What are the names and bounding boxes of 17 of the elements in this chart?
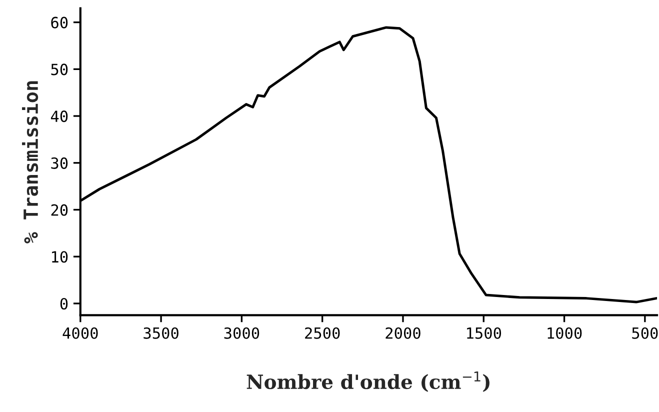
x-tick-label: 2000 [386,327,420,339]
y-axis-title: % Transmission [22,81,38,244]
x-tick-label: 1000 [548,327,582,339]
x-tick-label: 2500 [305,327,340,339]
x-tick-label: 4000 [62,327,98,339]
y-tick-label: 60 [51,16,68,28]
y-tick-label: 50 [51,64,68,76]
x-tick-label: 500 [632,327,658,339]
y-tick-label: 0 [60,298,68,310]
x-tick-label: 3500 [144,327,178,339]
x-tick-label: 3000 [224,327,260,339]
y-tick-label: 20 [51,204,68,216]
y-tick-label: 30 [51,157,68,169]
x-tick-label: 1500 [467,327,502,339]
x-axis-title: Nombre d'onde (cm$^{−1}$) [246,371,490,392]
y-tick-label: 10 [52,251,68,263]
y-tick-label: 40 [50,110,68,122]
